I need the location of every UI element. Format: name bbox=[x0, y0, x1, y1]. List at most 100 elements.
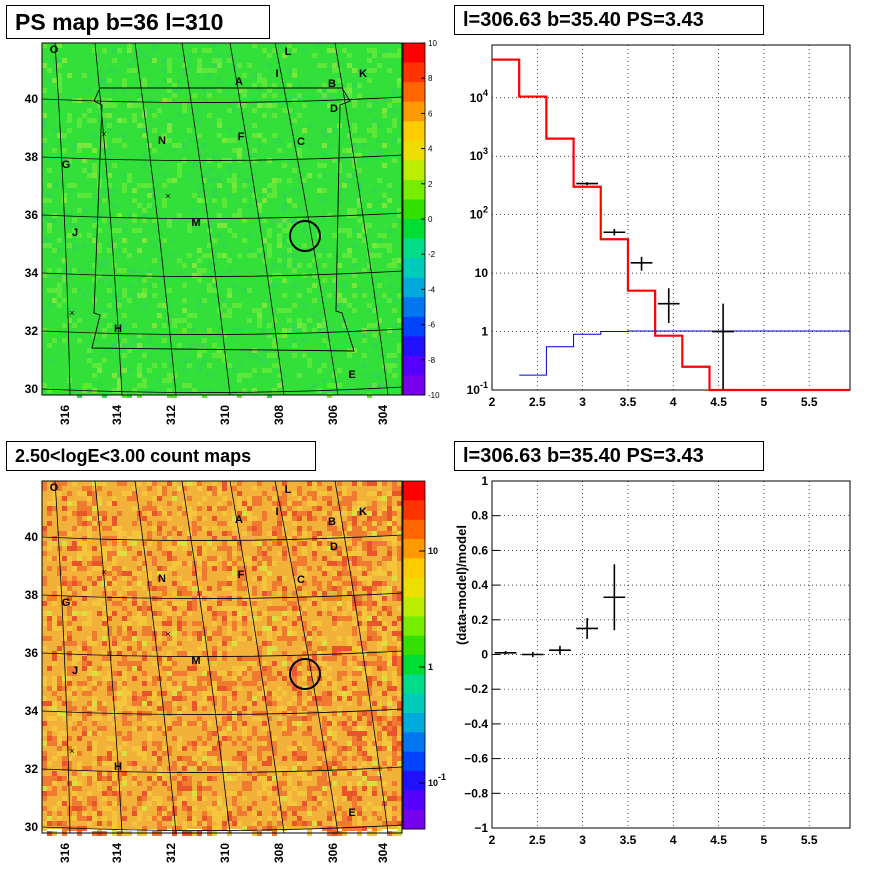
latitude-line bbox=[41, 708, 403, 715]
map-pixel bbox=[277, 383, 282, 388]
map-pixel bbox=[232, 536, 237, 541]
map-pixel bbox=[257, 711, 262, 716]
map-pixel bbox=[262, 491, 267, 496]
map-pixel bbox=[217, 641, 222, 646]
map-pixel bbox=[302, 806, 307, 811]
map-pixel bbox=[272, 581, 277, 586]
map-pixel bbox=[382, 108, 387, 113]
map-pixel bbox=[72, 566, 77, 571]
map-pixel bbox=[392, 686, 397, 691]
map-pixel bbox=[322, 511, 327, 516]
map-pixel bbox=[72, 711, 77, 716]
map-pixel bbox=[122, 313, 127, 318]
map-pixel bbox=[137, 383, 142, 388]
map-pixel bbox=[297, 721, 302, 726]
map-pixel bbox=[297, 113, 302, 118]
map-pixel bbox=[82, 158, 87, 163]
map-pixel bbox=[327, 486, 332, 491]
map-pixel bbox=[297, 531, 302, 536]
map-pixel bbox=[352, 173, 357, 178]
map-pixel bbox=[292, 571, 297, 576]
map-pixel bbox=[327, 816, 332, 821]
map-pixel bbox=[252, 591, 257, 596]
map-pixel bbox=[242, 133, 247, 138]
map-pixel bbox=[77, 561, 82, 566]
map-pixel bbox=[202, 686, 207, 691]
map-pixel bbox=[127, 253, 132, 258]
map-pixel bbox=[107, 103, 112, 108]
region-label-i: I bbox=[275, 506, 278, 518]
map-pixel bbox=[267, 641, 272, 646]
map-pixel bbox=[82, 591, 87, 596]
map-pixel bbox=[132, 118, 137, 123]
map-pixel bbox=[107, 631, 112, 636]
map-pixel bbox=[217, 118, 222, 123]
map-pixel bbox=[372, 601, 377, 606]
map-pixel bbox=[222, 218, 227, 223]
map-pixel bbox=[367, 128, 372, 133]
map-pixel bbox=[282, 556, 287, 561]
map-pixel bbox=[352, 228, 357, 233]
map-pixel bbox=[332, 561, 337, 566]
map-pixel bbox=[257, 576, 262, 581]
map-pixel bbox=[92, 506, 97, 511]
map-pixel bbox=[77, 338, 82, 343]
map-pixel bbox=[67, 691, 72, 696]
map-pixel bbox=[292, 811, 297, 816]
map-pixel bbox=[167, 601, 172, 606]
map-pixel bbox=[137, 766, 142, 771]
map-pixel bbox=[187, 323, 192, 328]
map-pixel bbox=[147, 701, 152, 706]
map-pixel bbox=[177, 258, 182, 263]
map-pixel bbox=[42, 576, 47, 581]
map-pixel bbox=[167, 746, 172, 751]
map-pixel bbox=[377, 711, 382, 716]
map-pixel bbox=[282, 501, 287, 506]
map-pixel bbox=[77, 801, 82, 806]
map-pixel bbox=[322, 696, 327, 701]
map-pixel bbox=[252, 516, 257, 521]
map-pixel bbox=[217, 486, 222, 491]
map-pixel bbox=[292, 323, 297, 328]
map-pixel bbox=[262, 586, 267, 591]
map-pixel bbox=[47, 701, 52, 706]
map-pixel bbox=[397, 796, 402, 801]
colorbar-tick-label: 4 bbox=[428, 145, 433, 154]
longitude-tick-label: 308 bbox=[272, 405, 286, 425]
map-pixel bbox=[62, 258, 67, 263]
map-pixel bbox=[67, 606, 72, 611]
map-pixel bbox=[352, 496, 357, 501]
map-pixel bbox=[72, 796, 77, 801]
map-pixel bbox=[307, 601, 312, 606]
region-label-d: D bbox=[330, 103, 338, 115]
map-pixel bbox=[62, 676, 67, 681]
map-pixel bbox=[262, 736, 267, 741]
map-pixel bbox=[202, 636, 207, 641]
map-pixel bbox=[247, 681, 252, 686]
map-pixel bbox=[187, 601, 192, 606]
map-pixel bbox=[187, 363, 192, 368]
map-pixel bbox=[252, 133, 257, 138]
map-pixel bbox=[142, 691, 147, 696]
map-pixel bbox=[237, 511, 242, 516]
map-pixel bbox=[177, 78, 182, 83]
map-pixel bbox=[267, 746, 272, 751]
map-pixel bbox=[217, 546, 222, 551]
map-pixel bbox=[287, 143, 292, 148]
map-pixel bbox=[257, 771, 262, 776]
map-pixel bbox=[42, 796, 47, 801]
map-pixel bbox=[132, 323, 137, 328]
map-pixel bbox=[207, 736, 212, 741]
map-pixel bbox=[302, 303, 307, 308]
map-pixel bbox=[122, 676, 127, 681]
map-pixel bbox=[157, 531, 162, 536]
map-pixel bbox=[272, 526, 277, 531]
map-pixel bbox=[182, 586, 187, 591]
map-pixel bbox=[277, 716, 282, 721]
map-pixel bbox=[82, 611, 87, 616]
map-pixel bbox=[62, 58, 67, 63]
map-pixel bbox=[67, 188, 72, 193]
map-pixel bbox=[217, 506, 222, 511]
map-pixel bbox=[262, 761, 267, 766]
map-pixel bbox=[337, 383, 342, 388]
